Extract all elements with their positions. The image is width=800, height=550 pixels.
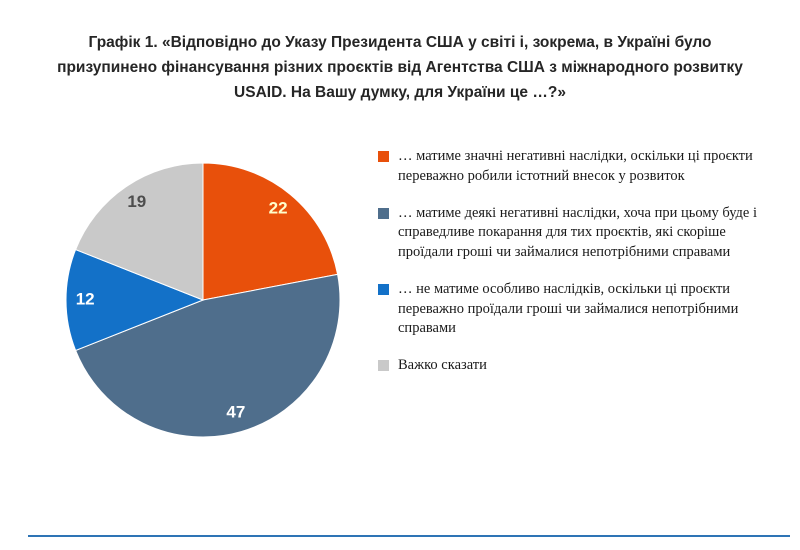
footer-divider (28, 535, 790, 537)
pie-chart: 22 47 12 19 (65, 162, 341, 438)
legend-label: Важко сказати (398, 357, 487, 374)
legend-label: … матиме значні негативні наслідки, оскі… (398, 148, 753, 185)
pie-slice-2 (65, 249, 205, 352)
legend-label: … не матиме особливо наслідків, оскільки… (398, 280, 739, 337)
pie-value-label-0: 22 (269, 199, 288, 218)
legend-item: … матиме значні негативні наслідки, оскі… (378, 147, 774, 186)
legend-swatch-2 (378, 283, 389, 295)
pie-value-label-1: 47 (226, 403, 245, 422)
legend-item: … матиме деякі негативні наслідки, хоча … (378, 204, 774, 263)
legend-label: … матиме деякі негативні наслідки, хоча … (398, 204, 758, 261)
chart-content: 22 47 12 19 … матиме значні негативні наслі… (0, 105, 800, 450)
legend-item: … не матиме особливо наслідків, оскільки… (378, 280, 774, 339)
pie-slice-1 (74, 274, 341, 438)
pie-area: 22 47 12 19 (0, 105, 378, 450)
pie-value-label-2: 12 (76, 290, 95, 309)
pie-value-label-3: 19 (127, 192, 146, 211)
pie-slice-3 (74, 162, 204, 302)
legend: … матиме значні негативні наслідки, оскі… (378, 105, 788, 375)
legend-swatch-3 (378, 360, 389, 372)
chart-title: Графік 1. «Відповідно до Указу Президент… (57, 34, 743, 102)
pie-slice-0 (202, 162, 339, 301)
legend-swatch-1 (378, 207, 389, 219)
legend-item: Важко сказати (378, 356, 774, 376)
legend-swatch-0 (378, 151, 389, 163)
